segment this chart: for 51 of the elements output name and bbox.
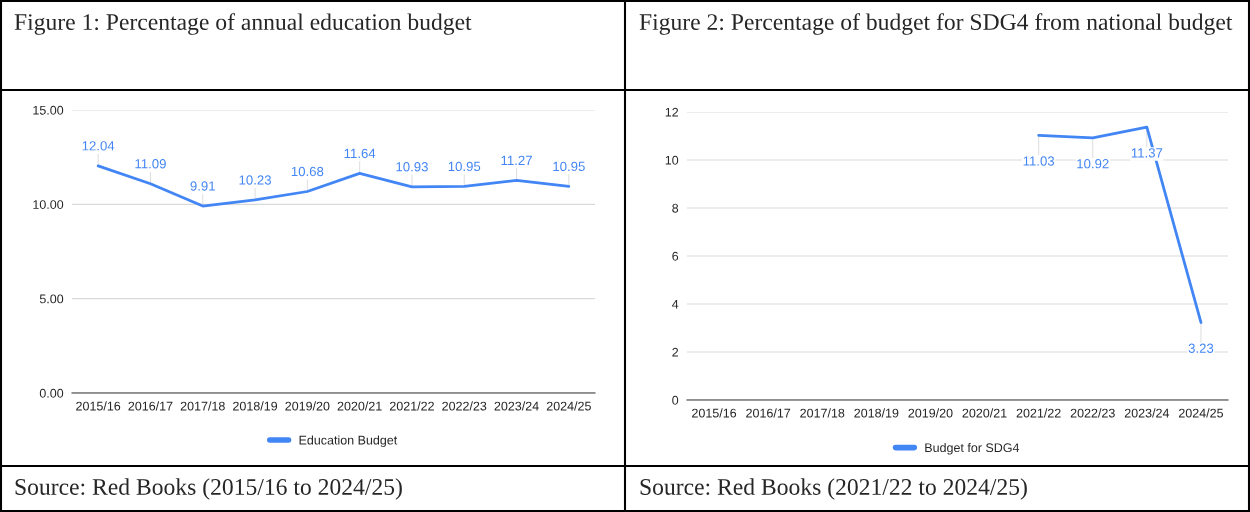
legend-label: Budget for SDG4 (925, 442, 1020, 455)
x-tick-label: 2017/18 (180, 401, 225, 411)
y-tick-label: 2 (672, 347, 679, 357)
x-tick-label: 2015/16 (692, 408, 737, 418)
x-tick-label: 2017/18 (800, 408, 845, 418)
y-tick-label: 15.00 (33, 105, 64, 115)
source-note: Source: Red Books (2021/22 to 2024/25) (640, 478, 1027, 500)
data-label: 10.68 (291, 166, 324, 177)
y-tick-label: 10.00 (33, 200, 64, 209)
x-tick-label: 2020/21 (962, 408, 1007, 418)
data-label: 11.09 (135, 159, 166, 169)
data-label: 11.27 (501, 155, 532, 165)
data-label: 11.03 (1023, 156, 1055, 166)
x-tick-label: 2018/19 (233, 401, 278, 411)
x-tick-label: 2015/16 (76, 401, 121, 411)
x-tick-label: 2021/22 (1016, 408, 1061, 418)
chart-title: Figure 2: Percentage of budget for SDG4 from national budget (639, 13, 1233, 35)
x-tick-label: 2023/24 (1124, 408, 1170, 418)
data-label: 10.95 (448, 161, 481, 172)
y-tick-label: 6 (672, 251, 679, 261)
x-tick-label: 2024/25 (1178, 408, 1224, 418)
y-tick-label: 4 (672, 299, 679, 309)
x-tick-label: 2022/23 (442, 401, 487, 411)
x-tick-label: 2016/17 (746, 408, 791, 418)
data-label: 10.95 (553, 161, 585, 172)
y-tick-label: 10 (665, 155, 679, 165)
data-label: 3.23 (1188, 343, 1214, 353)
data-label: 11.64 (344, 148, 376, 159)
x-tick-label: 2016/17 (128, 401, 173, 411)
chart-title: Figure 1: Percentage of annual education budget (14, 13, 472, 35)
data-label: 9.91 (190, 181, 215, 191)
data-label: 11.37 (1131, 148, 1163, 158)
data-label: 10.23 (239, 175, 271, 185)
data-label: 12.04 (82, 141, 115, 151)
x-tick-label: 2018/19 (854, 408, 899, 418)
x-tick-label: 2023/24 (494, 401, 539, 411)
x-tick-label: 2022/23 (1070, 408, 1115, 418)
data-label: 10.92 (1077, 159, 1109, 169)
source-note: Source: Red Books (2015/16 to 2024/25) (15, 478, 402, 500)
x-tick-label: 2019/20 (908, 408, 953, 418)
x-tick-label: 2021/22 (389, 401, 434, 411)
y-tick-label: 8 (672, 203, 679, 213)
legend-label: Education Budget (299, 435, 398, 448)
y-tick-label: 0 (672, 395, 679, 405)
x-tick-label: 2024/25 (546, 401, 591, 411)
y-tick-label: 12 (665, 107, 679, 117)
x-tick-label: 2020/21 (337, 401, 382, 411)
data-label: 10.93 (396, 162, 428, 172)
y-tick-label: 5.00 (39, 294, 64, 304)
y-tick-label: 0.00 (39, 388, 64, 398)
x-tick-label: 2019/20 (285, 401, 330, 411)
